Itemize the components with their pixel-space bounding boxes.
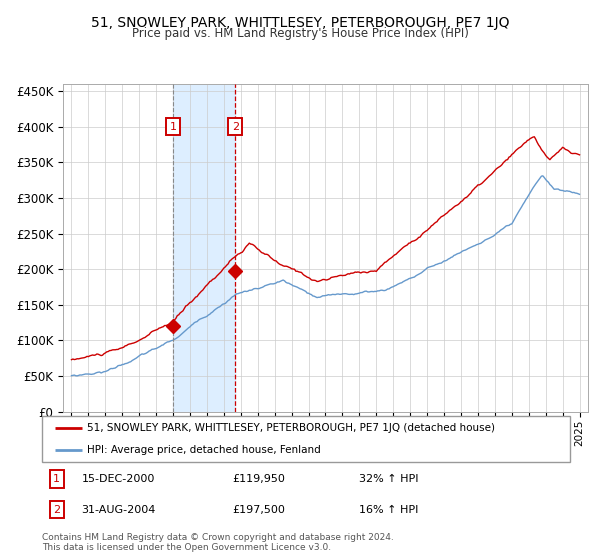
Text: 51, SNOWLEY PARK, WHITTLESEY, PETERBOROUGH, PE7 1JQ (detached house): 51, SNOWLEY PARK, WHITTLESEY, PETERBOROU… — [87, 423, 495, 433]
Text: 32% ↑ HPI: 32% ↑ HPI — [359, 474, 418, 484]
Text: This data is licensed under the Open Government Licence v3.0.: This data is licensed under the Open Gov… — [42, 543, 331, 552]
Text: 31-AUG-2004: 31-AUG-2004 — [82, 505, 156, 515]
Text: HPI: Average price, detached house, Fenland: HPI: Average price, detached house, Fenl… — [87, 445, 320, 455]
Text: 2: 2 — [232, 122, 239, 132]
Text: Contains HM Land Registry data © Crown copyright and database right 2024.: Contains HM Land Registry data © Crown c… — [42, 533, 394, 542]
Text: £197,500: £197,500 — [232, 505, 285, 515]
Text: 1: 1 — [170, 122, 176, 132]
Text: £119,950: £119,950 — [232, 474, 285, 484]
Text: 1: 1 — [53, 474, 60, 484]
Text: 2: 2 — [53, 505, 61, 515]
Text: 51, SNOWLEY PARK, WHITTLESEY, PETERBOROUGH, PE7 1JQ: 51, SNOWLEY PARK, WHITTLESEY, PETERBOROU… — [91, 16, 509, 30]
Text: 16% ↑ HPI: 16% ↑ HPI — [359, 505, 418, 515]
Bar — [173, 84, 235, 412]
Text: Price paid vs. HM Land Registry's House Price Index (HPI): Price paid vs. HM Land Registry's House … — [131, 27, 469, 40]
Text: 15-DEC-2000: 15-DEC-2000 — [82, 474, 155, 484]
